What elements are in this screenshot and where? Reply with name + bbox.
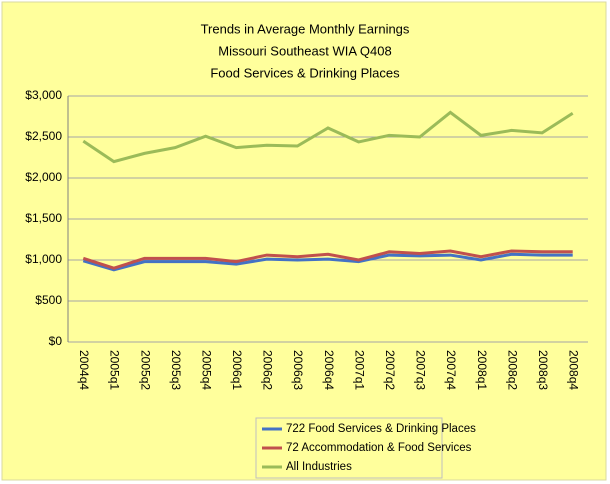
- series-line: [82, 252, 573, 272]
- y-tick-label: $0: [49, 334, 63, 348]
- x-tick-label: 2006q1: [230, 350, 244, 390]
- y-tick-label: $2,000: [25, 170, 62, 184]
- legend-label: All Industries: [286, 461, 352, 473]
- x-tick-label: 2007q4: [444, 350, 458, 390]
- x-tick-label: 2005q1: [108, 350, 122, 390]
- y-tick-label: $1,500: [25, 211, 62, 225]
- x-tick-label: 2005q3: [169, 350, 183, 390]
- y-tick-label: $3,000: [25, 88, 62, 102]
- x-tick-label: 2006q3: [291, 350, 305, 390]
- x-tick-label: 2007q2: [383, 350, 397, 390]
- x-tick-label: 2007q1: [352, 350, 366, 390]
- y-tick-label: $500: [35, 293, 62, 307]
- chart-title: Food Services & Drinking Places: [210, 65, 400, 80]
- x-tick-label: 2007q3: [414, 350, 428, 390]
- x-tick-label: 2006q2: [261, 350, 275, 390]
- x-tick-label: 2005q4: [199, 350, 213, 390]
- legend-label: 722 Food Services & Drinking Places: [286, 423, 476, 435]
- chart-title: Missouri Southeast WIA Q408: [218, 43, 391, 58]
- chart-title: Trends in Average Monthly Earnings: [201, 21, 410, 36]
- series-line: [82, 249, 573, 270]
- x-tick-label: 2006q4: [322, 350, 336, 390]
- x-tick-label: 2005q2: [138, 350, 152, 390]
- y-tick-label: $2,500: [25, 129, 62, 143]
- series-line: [82, 110, 574, 164]
- x-tick-label: 2008q2: [505, 350, 519, 390]
- y-tick-label: $1,000: [25, 252, 62, 266]
- legend-box: [255, 417, 443, 479]
- x-tick-label: 2008q4: [567, 350, 581, 390]
- x-tick-label: 2008q3: [536, 350, 550, 390]
- x-tick-label: 2004q4: [77, 350, 91, 390]
- legend-label: 72 Accommodation & Food Services: [286, 442, 472, 454]
- x-tick-label: 2008q1: [475, 350, 489, 390]
